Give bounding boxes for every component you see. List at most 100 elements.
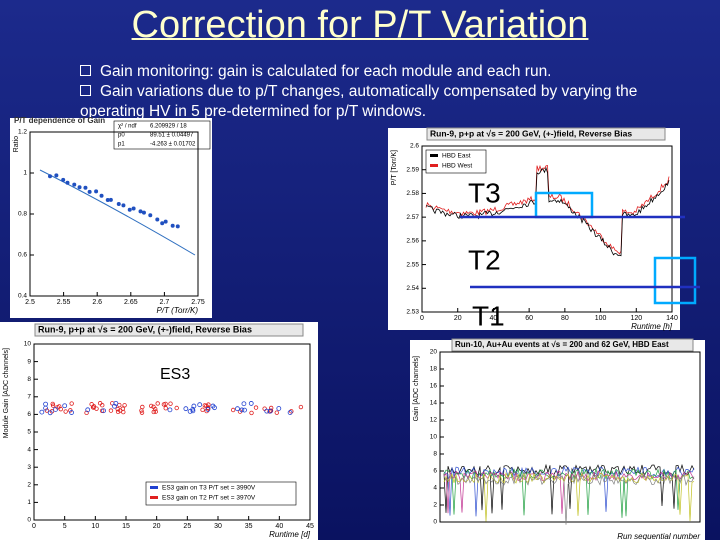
stat-text: p1 — [118, 142, 125, 148]
trace-point — [264, 408, 270, 414]
y-tick-label: 10 — [430, 434, 438, 441]
trace-point — [167, 407, 173, 413]
trace-point — [63, 409, 68, 414]
y-tick-label: 7 — [27, 394, 31, 401]
trace — [425, 164, 670, 255]
trace-point — [108, 197, 113, 202]
x-axis-label: P/T (Torr/K) — [157, 306, 199, 315]
x-tick-label: 40 — [275, 523, 283, 530]
trace-point — [163, 406, 168, 411]
trace-point — [87, 189, 92, 194]
title-text: Correction for P/T Variation — [131, 4, 589, 46]
y-tick-label: 2.55 — [406, 261, 419, 268]
trace-point — [138, 209, 143, 214]
trace-point — [197, 402, 203, 408]
x-tick-label: 0 — [420, 315, 424, 322]
trace-point — [43, 401, 48, 407]
window-label: T3 — [468, 177, 501, 208]
y-tick-label: 0.4 — [18, 293, 27, 300]
x-tick-label: 80 — [561, 315, 569, 322]
y-tick-label: 10 — [24, 341, 32, 348]
bullet-marker — [80, 65, 91, 76]
y-tick-label: 0 — [433, 519, 437, 526]
trace-point — [121, 203, 126, 208]
fit-curve — [39, 169, 196, 256]
trace-point — [249, 410, 254, 416]
stat-text: 6.209929 / 18 — [150, 124, 187, 130]
legend-label: ES3 gain on T2 P/T set = 3970V — [162, 495, 256, 502]
bullet: Gain monitoring: gain is calculated for … — [80, 62, 670, 82]
x-axis-label: Run sequential number — [617, 532, 700, 540]
x-tick-label: 30 — [214, 523, 222, 530]
legend-box — [425, 149, 487, 174]
trace-point — [72, 182, 77, 187]
trace-point — [108, 408, 114, 413]
trace-point — [148, 403, 154, 409]
y-tick-label: 2.53 — [406, 309, 419, 316]
panel-title: Run-10, Au+Au events at √s = 200 and 62 … — [455, 340, 669, 349]
legend-label: HBD East — [442, 153, 471, 160]
trace-point — [50, 401, 55, 407]
trace-point — [170, 223, 175, 228]
trace-point — [163, 219, 168, 224]
trace-point — [187, 409, 193, 414]
x-tick-label: 40 — [490, 315, 498, 322]
stat-text: 89.51 ± 0.04497 — [150, 133, 194, 139]
x-axis-label: Runtime [d] — [269, 530, 311, 539]
trace-point — [118, 408, 123, 413]
x-tick-label: 35 — [245, 523, 253, 530]
x-tick-label: 60 — [525, 315, 533, 322]
trace-point — [205, 407, 211, 412]
y-tick-label: 5 — [27, 429, 31, 436]
legend-swatch — [150, 486, 158, 489]
trace-point — [191, 403, 197, 409]
highlight-box — [653, 256, 697, 305]
trace-point — [289, 409, 294, 414]
panel — [410, 340, 705, 540]
trace-point — [94, 189, 99, 194]
trace-point — [241, 401, 247, 407]
y-axis-label: Gain [ADC channels] — [413, 356, 420, 421]
trace-point — [168, 401, 173, 406]
trace-point — [190, 408, 196, 414]
trace-point — [239, 407, 245, 413]
legend-label: ES3 gain on T3 P/T set = 3990V — [162, 485, 256, 492]
trace-point — [248, 401, 254, 406]
y-tick-label: 4 — [27, 446, 31, 453]
x-tick-label: 2.55 — [57, 299, 71, 306]
trace-point — [155, 217, 160, 222]
trace-point — [287, 410, 293, 415]
y-tick-label: 2.54 — [406, 285, 419, 292]
y-tick-label: 4 — [433, 485, 437, 492]
trace-point — [61, 177, 66, 182]
legend-swatch — [430, 154, 438, 157]
trace-point — [101, 408, 106, 414]
x-tick-label: 25 — [183, 523, 191, 530]
y-axis-label: Ratio — [13, 136, 20, 152]
y-tick-label: 8 — [27, 376, 31, 383]
trace-point — [253, 405, 259, 410]
trace-point — [155, 401, 160, 406]
panel — [0, 322, 318, 540]
y-tick-label: 2.59 — [406, 166, 419, 173]
x-tick-label: 5 — [63, 523, 67, 530]
trace-point — [91, 404, 97, 409]
trace-point — [141, 210, 146, 215]
slide-title: Correction for P/T Variation — [0, 4, 720, 47]
trace — [443, 466, 695, 517]
stat-text: p0 — [118, 133, 125, 139]
plot-frame — [421, 145, 673, 313]
trace-point — [139, 410, 145, 415]
trace-point — [235, 406, 240, 412]
trace-point — [148, 213, 153, 218]
trace — [443, 471, 695, 522]
x-tick-label: 100 — [595, 315, 607, 322]
x-tick-label: 140 — [666, 315, 678, 322]
title-box — [34, 323, 304, 337]
trace-point — [48, 174, 53, 179]
trace-point — [267, 408, 273, 414]
x-tick-label: 20 — [454, 315, 462, 322]
y-tick-label: 0 — [27, 517, 31, 524]
y-tick-label: 2 — [433, 502, 437, 509]
